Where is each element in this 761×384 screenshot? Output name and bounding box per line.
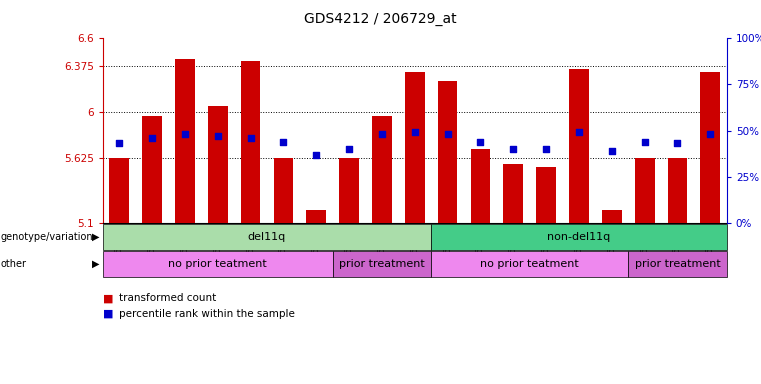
Bar [470,149,490,223]
Point [244,135,256,141]
Text: percentile rank within the sample: percentile rank within the sample [119,309,295,319]
Text: del11q: del11q [248,232,286,242]
Text: prior treatment: prior treatment [635,259,721,269]
Text: ■: ■ [103,293,113,303]
Text: ▶: ▶ [92,259,100,269]
Bar [273,157,293,223]
Bar [438,81,457,223]
Point [343,146,355,152]
Point [376,131,388,137]
Text: no prior teatment: no prior teatment [168,259,267,269]
Point [638,139,651,145]
Bar [372,116,392,223]
Point [704,131,716,137]
Point [474,139,486,145]
Point [441,131,454,137]
Text: ■: ■ [103,309,113,319]
Text: transformed count: transformed count [119,293,217,303]
Bar [208,106,228,223]
Text: GDS4212 / 206729_at: GDS4212 / 206729_at [304,12,457,25]
Point [671,141,683,147]
Bar [504,164,523,223]
Point [277,139,289,145]
Bar [307,210,326,223]
Bar [240,61,260,223]
Bar [175,59,195,223]
Bar [602,210,622,223]
Bar [700,71,720,223]
Text: ▶: ▶ [92,232,100,242]
Point [409,129,421,136]
Text: prior treatment: prior treatment [339,259,425,269]
Point [146,135,158,141]
Bar [537,167,556,223]
Point [179,131,191,137]
Point [540,146,552,152]
Text: non-del11q: non-del11q [547,232,610,242]
Point [507,146,519,152]
Bar [110,157,129,223]
Point [606,148,618,154]
Bar [635,157,654,223]
Text: other: other [1,259,27,269]
Point [310,151,323,157]
Text: genotype/variation: genotype/variation [1,232,94,242]
Text: no prior teatment: no prior teatment [480,259,579,269]
Point [212,133,224,139]
Bar [569,69,589,223]
Bar [667,157,687,223]
Point [113,141,126,147]
Bar [405,71,425,223]
Bar [339,157,359,223]
Point [573,129,585,136]
Bar [142,116,162,223]
